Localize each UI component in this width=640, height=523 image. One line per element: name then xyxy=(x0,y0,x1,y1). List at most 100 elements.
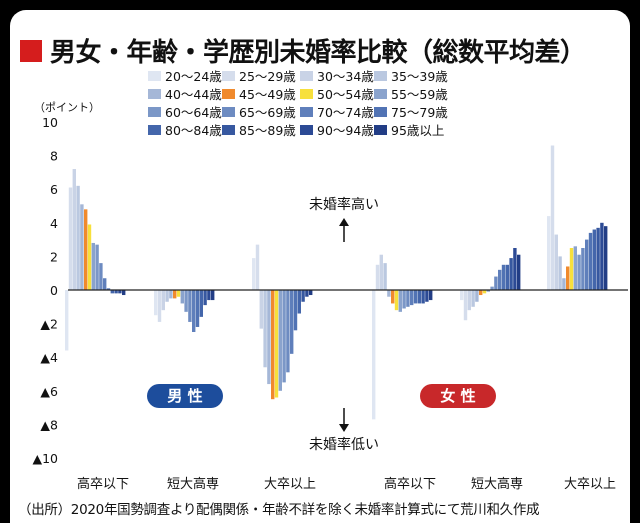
y-tick-label: 6 xyxy=(50,182,58,197)
gender-label: 女 性 xyxy=(440,387,475,405)
bar xyxy=(391,290,395,304)
legend-swatch xyxy=(222,125,235,135)
bar xyxy=(211,290,215,301)
bar xyxy=(372,290,376,420)
bar xyxy=(501,264,506,290)
bar xyxy=(547,216,551,290)
bar xyxy=(486,290,490,292)
gender-badge xyxy=(147,384,223,408)
bar xyxy=(271,290,275,400)
bar xyxy=(379,254,383,290)
bar xyxy=(87,224,92,290)
bar xyxy=(203,290,207,306)
arrow-up-head xyxy=(339,218,349,226)
y-tick-label: 4 xyxy=(50,216,58,231)
legend-label: 95歳以上 xyxy=(391,123,444,138)
bar xyxy=(479,290,483,296)
legend-swatch xyxy=(374,107,387,117)
bar xyxy=(569,248,574,290)
bar xyxy=(122,290,126,296)
bar xyxy=(297,290,301,314)
bar xyxy=(494,276,498,290)
bar xyxy=(402,290,406,309)
title-marker xyxy=(20,40,42,62)
bar xyxy=(161,290,165,311)
legend-label: 45～49歳 xyxy=(239,87,296,102)
bar xyxy=(406,290,410,307)
legend-label: 25～29歳 xyxy=(239,69,296,84)
legend-swatch xyxy=(374,89,387,99)
source-note: （出所）2020年国勢調査より配偶関係・年齢不詳を除く未婚率計算式にて荒川和久作… xyxy=(18,502,540,518)
y-tick-label: 8 xyxy=(50,149,58,164)
bar xyxy=(467,290,471,311)
bar xyxy=(600,222,604,290)
legend-swatch xyxy=(222,107,235,117)
bar xyxy=(91,242,95,290)
bar xyxy=(517,254,521,290)
legend-swatch xyxy=(148,107,161,117)
bar xyxy=(463,290,468,321)
legend-swatch xyxy=(222,89,235,99)
x-category-label: 大卒以上 xyxy=(264,477,316,492)
bar xyxy=(110,290,114,294)
bar-chart: 20～24歳 25～29歳 30～34歳 35～39歳 40～44歳 45～49歳 50～5… xyxy=(32,69,628,492)
gender-badge xyxy=(420,384,496,408)
bar xyxy=(410,290,414,306)
bar xyxy=(76,185,80,290)
x-category-label: 高卒以下 xyxy=(384,476,436,492)
x-category-label: 大卒以上 xyxy=(564,477,616,492)
bar xyxy=(278,290,282,391)
bar xyxy=(65,290,69,351)
legend-swatch xyxy=(374,71,387,81)
bar xyxy=(498,269,502,290)
bar xyxy=(118,290,122,294)
chart-title: 男女・年齢・学歴別未婚率比較（総数平均差） xyxy=(50,38,586,68)
gender-label: 男 性 xyxy=(167,387,202,405)
bar xyxy=(259,290,263,329)
bar xyxy=(596,227,600,290)
legend-label: 65～69歳 xyxy=(239,105,296,120)
y-tick-label: 2 xyxy=(50,249,58,264)
bar xyxy=(398,290,402,312)
legend-label: 75～79歳 xyxy=(391,105,448,120)
bar xyxy=(425,290,429,302)
legend-swatch xyxy=(374,125,387,135)
axes: （ポイント）10 8 6 4 2 0 ▲2 ▲4 ▲6 ▲8 ▲10 高卒以下 短大高専 大卒以上 高卒以下… xyxy=(32,101,628,492)
y-tick-label: ▲6 xyxy=(40,384,58,399)
legend-label: 20～24歳 xyxy=(165,69,222,84)
bar xyxy=(184,290,188,312)
bar xyxy=(282,290,286,383)
legend-label: 40～44歳 xyxy=(165,87,222,102)
bar xyxy=(301,290,305,302)
bar xyxy=(509,258,513,290)
bar xyxy=(252,258,256,290)
legend-swatch xyxy=(300,89,313,99)
bar xyxy=(585,239,589,290)
arrow-down-head xyxy=(339,424,349,432)
bar xyxy=(68,187,73,290)
bar xyxy=(421,290,425,304)
bar xyxy=(286,290,290,373)
bar xyxy=(429,290,433,301)
bar xyxy=(588,232,593,290)
bar xyxy=(513,248,517,290)
bar xyxy=(103,278,107,290)
bar xyxy=(573,246,577,290)
bar xyxy=(95,244,99,290)
legend-swatch xyxy=(148,71,161,81)
bar xyxy=(180,290,184,304)
legend: 20～24歳 25～29歳 30～34歳 35～39歳 40～44歳 45～49歳 50～5… xyxy=(148,69,448,138)
bar xyxy=(80,204,84,290)
bar xyxy=(72,169,76,290)
bar xyxy=(255,244,260,290)
bar xyxy=(375,264,380,290)
x-category-label: 高卒以下 xyxy=(77,476,129,492)
y-tick-label: ▲8 xyxy=(40,417,58,432)
legend-label: 90～94歳 xyxy=(317,123,374,138)
legend-swatch xyxy=(222,71,235,81)
bar xyxy=(482,290,487,294)
bar xyxy=(550,145,555,290)
bar xyxy=(199,290,203,317)
bar xyxy=(192,290,196,332)
legend-label: 80～84歳 xyxy=(165,123,222,138)
